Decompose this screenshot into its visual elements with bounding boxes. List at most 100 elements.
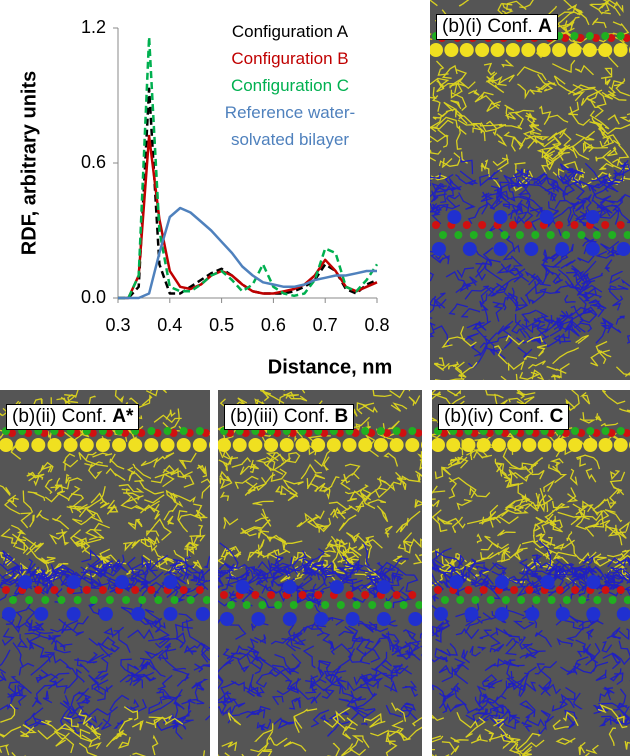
lipid-chain [201, 644, 210, 661]
lipid-chain [601, 640, 613, 653]
lipid-chain [549, 284, 571, 295]
lipid-chain [30, 651, 56, 676]
atom [147, 427, 156, 435]
lipid-chain [564, 619, 584, 631]
lipid-chain [568, 537, 590, 564]
lipid-chain [553, 11, 581, 27]
lipid-chain [476, 533, 483, 544]
lipid-chain [590, 303, 605, 318]
snapshot [218, 390, 422, 756]
lipid-chain [3, 558, 16, 566]
lipid-chain [441, 64, 458, 79]
lipid-chain [560, 322, 581, 339]
lipid-chain [358, 540, 369, 551]
atom [147, 586, 156, 594]
lipid-chain [608, 488, 625, 504]
lipid-chain [590, 657, 599, 673]
lipid-chain [413, 553, 422, 565]
lipid-chain [81, 734, 102, 750]
lipid-chain [519, 636, 533, 650]
lipid-chain [351, 735, 370, 748]
lipid-chain [515, 373, 518, 380]
lipid-chain [310, 709, 330, 728]
lipid-chain [218, 655, 220, 658]
lipid-chain [62, 695, 80, 717]
atom [470, 429, 479, 437]
lipid-chain [456, 267, 475, 279]
lipid-chain [154, 464, 176, 479]
lipid-chain [247, 549, 262, 561]
panel-conf: A* [112, 406, 134, 427]
atom [540, 575, 555, 589]
lipid-chain [434, 466, 450, 480]
lipid-chain [32, 570, 54, 582]
lipid-chain [73, 537, 87, 553]
lipid-chain [234, 475, 259, 489]
lipid-chain [572, 84, 586, 102]
lipid-chain [614, 672, 624, 686]
lipid-chain [77, 712, 98, 724]
atom [524, 242, 539, 256]
lipid-chain [341, 566, 360, 574]
lipid-chain [605, 526, 627, 534]
atom [220, 612, 234, 626]
lipid-chain [344, 717, 358, 732]
lipid-chain [432, 417, 438, 424]
lipid-chain [601, 204, 618, 217]
lipid-chain [493, 302, 504, 322]
atom [154, 596, 163, 604]
lipid-chain [290, 571, 306, 585]
lipid-chain [609, 668, 622, 682]
lipid-chain [551, 701, 569, 712]
lipid-chain [503, 131, 527, 148]
lipid-chain [583, 509, 604, 522]
lipid-chain [337, 710, 360, 726]
lipid-chain [280, 484, 299, 498]
lipid-chain [506, 0, 527, 11]
lipid-chain [436, 60, 449, 76]
lipid-chain [468, 89, 480, 96]
lipid-chain [466, 321, 487, 331]
lipid-chain [52, 653, 72, 670]
lipid-chain [432, 509, 448, 533]
lipid-chain [76, 657, 90, 673]
snapshot-panel: (b)(i) Conf. A [430, 0, 630, 380]
lipid-chain [323, 476, 340, 493]
lipid-chain [607, 90, 627, 101]
panel-conf: B [334, 406, 349, 427]
lipid-chain [88, 674, 100, 690]
lipid-chain [128, 577, 144, 583]
atom [321, 601, 330, 609]
lipid-chain [547, 464, 561, 474]
lipid-chain [293, 708, 318, 718]
lipid-chain [250, 730, 274, 753]
lipid-chain [267, 548, 288, 559]
lipid-chain [73, 615, 89, 631]
atom [598, 438, 613, 452]
lipid-chain [338, 698, 367, 703]
atom [163, 427, 172, 435]
atom [447, 210, 462, 224]
lipid-chain [490, 282, 509, 297]
lipid-chain [480, 91, 494, 99]
atom [432, 221, 440, 229]
lipid-chain [238, 638, 259, 661]
lipid-chain [340, 472, 360, 491]
lipid-chain [434, 647, 451, 657]
lipid-chain [492, 704, 505, 715]
lipid-chain [218, 585, 224, 587]
lipid-chain [580, 89, 603, 106]
lipid-chain [574, 8, 590, 26]
lipid-chain [172, 558, 201, 576]
lipid-chain [127, 518, 140, 531]
lipid-chain [255, 672, 273, 688]
lipid-chain [523, 319, 545, 329]
lipid-chain [282, 479, 304, 490]
lipid-chain [434, 549, 464, 566]
lipid-chain [153, 518, 172, 541]
atom [459, 43, 474, 57]
atom [361, 591, 370, 599]
lipid-chain [56, 394, 77, 405]
atom [539, 210, 554, 224]
lipid-chain [504, 501, 529, 514]
